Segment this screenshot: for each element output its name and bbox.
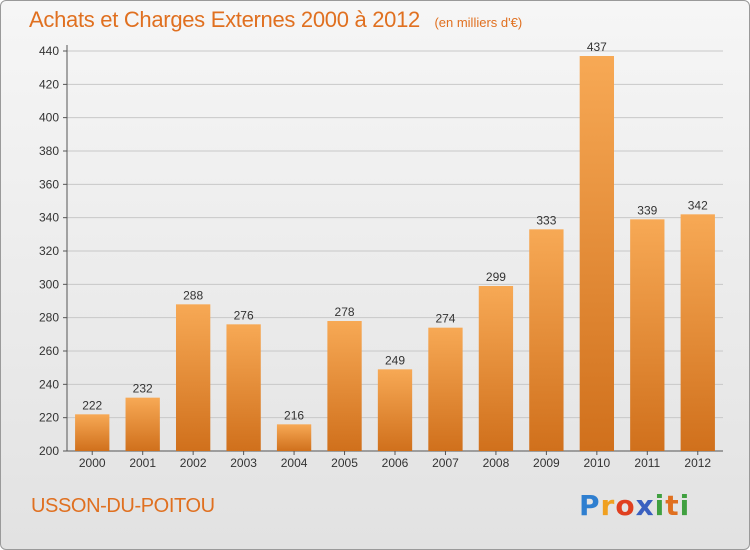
bars	[75, 56, 715, 451]
y-tick-label: 240	[39, 377, 59, 391]
y-tick-label: 220	[39, 411, 59, 425]
logo-letter: t	[665, 489, 680, 522]
axes: 200 220 240 260 280 300 320 340 360 380 400 420 440 2…	[39, 44, 723, 470]
chart-subtitle: (en milliers d'€)	[434, 15, 523, 30]
x-tick-label: 2012	[684, 456, 711, 470]
proxiti-logo[interactable]: Proxiti	[579, 489, 690, 522]
commune-name: USSON-DU-POITOU	[31, 495, 215, 517]
bar-2010	[579, 56, 615, 451]
logo-letter: x	[635, 489, 655, 522]
bar-value-label: 232	[133, 382, 153, 396]
bar-value-label: 276	[234, 308, 254, 322]
bar-2006	[377, 369, 413, 451]
bar-2001	[125, 397, 160, 451]
y-tick-label: 360	[39, 177, 59, 191]
logo-letter: o	[615, 489, 636, 522]
x-tick-label: 2001	[129, 456, 156, 470]
x-tick-label: 2003	[230, 456, 257, 470]
bar-2007	[428, 327, 463, 451]
y-tick-label: 420	[39, 77, 59, 91]
y-tick-label: 300	[39, 277, 59, 291]
logo-letter: i	[679, 489, 691, 522]
data-labels: 222 232 288 276 216 278 249 274 299 333 437 339 342	[82, 40, 708, 422]
bar-2000	[75, 414, 110, 451]
x-tick-label: 2006	[382, 456, 409, 470]
y-tick-label: 280	[39, 311, 59, 325]
logo-letter: i	[654, 489, 666, 522]
bar-2009	[529, 229, 564, 451]
bar-2005	[327, 321, 362, 451]
x-tick-label: 2000	[79, 456, 106, 470]
y-tick-label: 320	[39, 244, 59, 258]
bar-value-label: 437	[587, 40, 607, 54]
bar-2002	[175, 304, 211, 451]
bar-value-label: 222	[82, 398, 102, 412]
x-tick-label: 2008	[483, 456, 510, 470]
bar-value-label: 299	[486, 270, 506, 284]
y-tick-label: 200	[39, 444, 59, 458]
y-tick-label: 400	[39, 111, 59, 125]
x-tick-label: 2011	[634, 456, 660, 470]
bar-2008	[478, 286, 514, 451]
x-tick-label: 2002	[180, 456, 207, 470]
x-tick-label: 2007	[432, 456, 459, 470]
bar-value-label: 333	[536, 213, 556, 227]
bar-2012	[680, 214, 715, 451]
logo-letter: P	[579, 489, 601, 522]
bar-value-label: 216	[284, 408, 304, 422]
bar-value-label: 339	[637, 203, 657, 217]
x-tick-label: 2009	[533, 456, 560, 470]
bar-2011	[630, 219, 665, 451]
logo-letter: r	[600, 489, 616, 522]
bar-2004	[276, 424, 312, 451]
y-tick-label: 260	[39, 344, 59, 358]
y-tick-label: 380	[39, 144, 59, 158]
bar-value-label: 278	[335, 305, 355, 319]
chart-title: Achats et Charges Externes 2000 à 2012	[29, 7, 420, 32]
x-tick-label: 2010	[583, 456, 610, 470]
bar-value-label: 274	[435, 312, 455, 326]
chart-title-line: Achats et Charges Externes 2000 à 2012 (…	[29, 7, 522, 33]
bar-value-label: 288	[183, 288, 203, 302]
y-tick-label: 340	[39, 211, 59, 225]
bar-2003	[226, 324, 261, 451]
bar-value-label: 249	[385, 353, 405, 367]
x-tick-label: 2005	[331, 456, 358, 470]
x-tick-label: 2004	[281, 456, 308, 470]
y-tick-label: 440	[39, 44, 59, 58]
bar-value-label: 342	[688, 198, 708, 212]
